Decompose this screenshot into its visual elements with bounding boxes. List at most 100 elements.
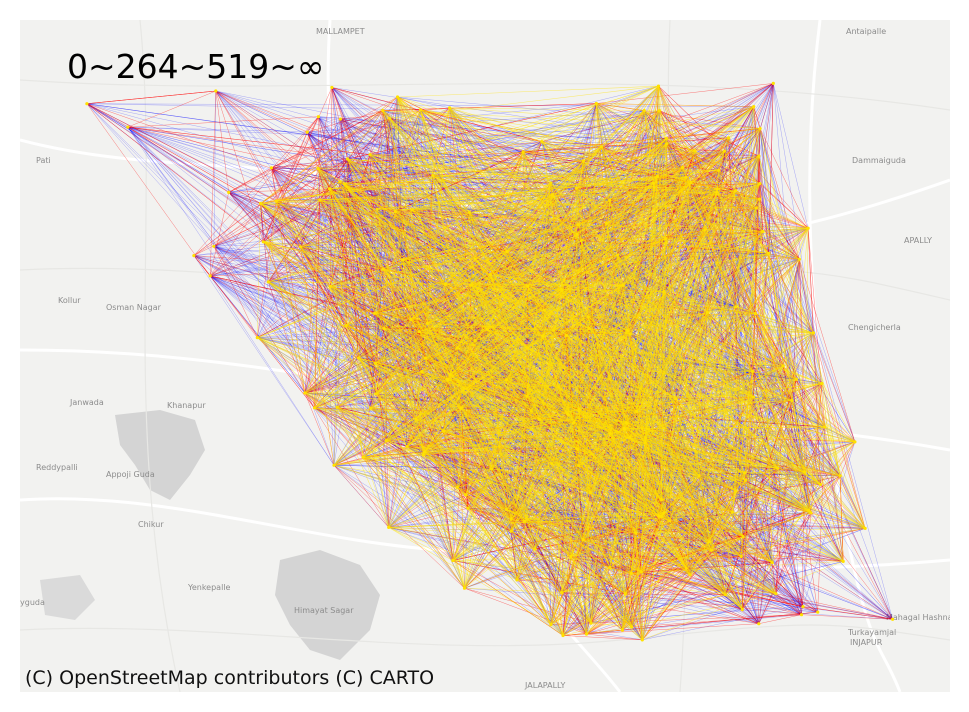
flow-line xyxy=(397,85,659,98)
flow-line xyxy=(210,275,385,329)
flow-line xyxy=(658,85,719,171)
flow-line xyxy=(657,83,774,177)
flow-line xyxy=(193,116,319,256)
flow-line xyxy=(369,110,660,155)
flow-line xyxy=(374,313,587,635)
flow-line xyxy=(813,332,856,442)
flow-line xyxy=(523,110,645,153)
flow-line xyxy=(642,471,805,641)
flow-line xyxy=(275,200,389,528)
flow-line xyxy=(86,90,216,104)
flow-line xyxy=(260,203,264,242)
flow-line xyxy=(304,357,426,394)
lake-himayat-sagar xyxy=(275,550,380,660)
flow-line xyxy=(228,167,272,193)
flow-line xyxy=(347,103,597,160)
flow-line xyxy=(347,143,667,160)
flow-line xyxy=(741,556,844,562)
flow-line xyxy=(86,103,518,581)
flow-line xyxy=(801,614,893,620)
flow-line xyxy=(511,475,841,532)
flow-line xyxy=(775,379,797,594)
flow-line xyxy=(753,396,773,563)
flow-line xyxy=(772,512,812,563)
flow-line xyxy=(808,510,866,529)
flow-line xyxy=(271,110,383,169)
flow-line xyxy=(268,158,348,283)
flow-line xyxy=(210,275,315,409)
flow-line xyxy=(257,200,277,338)
flow-line xyxy=(215,90,308,133)
flow-line xyxy=(319,182,654,201)
flow-line xyxy=(562,635,643,641)
flow-line xyxy=(704,229,826,428)
flow-line xyxy=(213,246,315,409)
flow-line xyxy=(317,168,335,466)
flow-line xyxy=(213,90,217,247)
map-frame[interactable]: MALLAMPET Antaipalle Pati Dammaiguda APALLY K… xyxy=(20,20,950,692)
flow-line xyxy=(753,396,802,615)
flow-line xyxy=(813,332,866,529)
flow-line xyxy=(336,407,465,589)
flow-line xyxy=(768,227,809,254)
flow-line xyxy=(388,508,468,528)
flow-line xyxy=(590,594,726,624)
flow-line xyxy=(331,87,667,139)
place-label: JALAPALLY xyxy=(524,681,565,690)
flow-line xyxy=(807,228,826,428)
flow-line xyxy=(742,609,893,620)
flow-line xyxy=(756,83,774,209)
lake-small xyxy=(40,575,95,620)
flow-line xyxy=(331,87,692,183)
flow-line xyxy=(210,181,340,277)
flow-line xyxy=(464,587,592,624)
flow-line xyxy=(839,475,893,620)
flow-line xyxy=(801,510,809,615)
flow-line xyxy=(741,556,777,594)
flow-line xyxy=(307,110,383,133)
flow-line xyxy=(86,103,421,111)
flow-line xyxy=(759,128,809,229)
flow-line xyxy=(783,365,818,613)
flow-line xyxy=(215,90,433,176)
flow-line xyxy=(333,465,454,561)
flow-line xyxy=(773,83,809,229)
flow-line xyxy=(340,118,434,176)
flow-line xyxy=(228,118,390,193)
flow-line xyxy=(808,510,893,620)
flow-line xyxy=(127,126,433,176)
flow-line xyxy=(376,85,659,210)
flow-line xyxy=(257,337,387,441)
flow-line xyxy=(718,106,754,171)
flow-line xyxy=(642,606,804,641)
place-label: Himayat Sagar xyxy=(294,606,354,615)
flow-line xyxy=(659,110,756,314)
flow-line xyxy=(86,103,264,242)
flow-line xyxy=(127,126,602,147)
place-label: Chikur xyxy=(138,520,164,529)
flow-line xyxy=(666,138,893,620)
flow-line xyxy=(304,392,389,528)
flow-line xyxy=(209,90,217,276)
flow-line xyxy=(775,512,812,594)
flow-line xyxy=(735,228,809,492)
flow-line xyxy=(631,573,743,610)
flow-line xyxy=(516,579,592,624)
place-label: Kollur xyxy=(58,296,81,305)
flow-line xyxy=(523,137,729,153)
flow-line xyxy=(758,593,777,624)
place-label: Turkayamjal xyxy=(847,628,896,637)
flow-lines-yellow xyxy=(257,85,866,641)
flow-line xyxy=(791,383,823,401)
flow-line xyxy=(329,146,602,190)
flow-line xyxy=(711,549,804,607)
flow-line xyxy=(304,325,347,394)
flow-line xyxy=(755,228,809,314)
place-label: INJAPUR xyxy=(850,638,883,647)
flow-line xyxy=(807,228,814,333)
flow-line xyxy=(210,268,384,277)
flow-line xyxy=(358,357,552,625)
flow-line xyxy=(452,560,759,624)
